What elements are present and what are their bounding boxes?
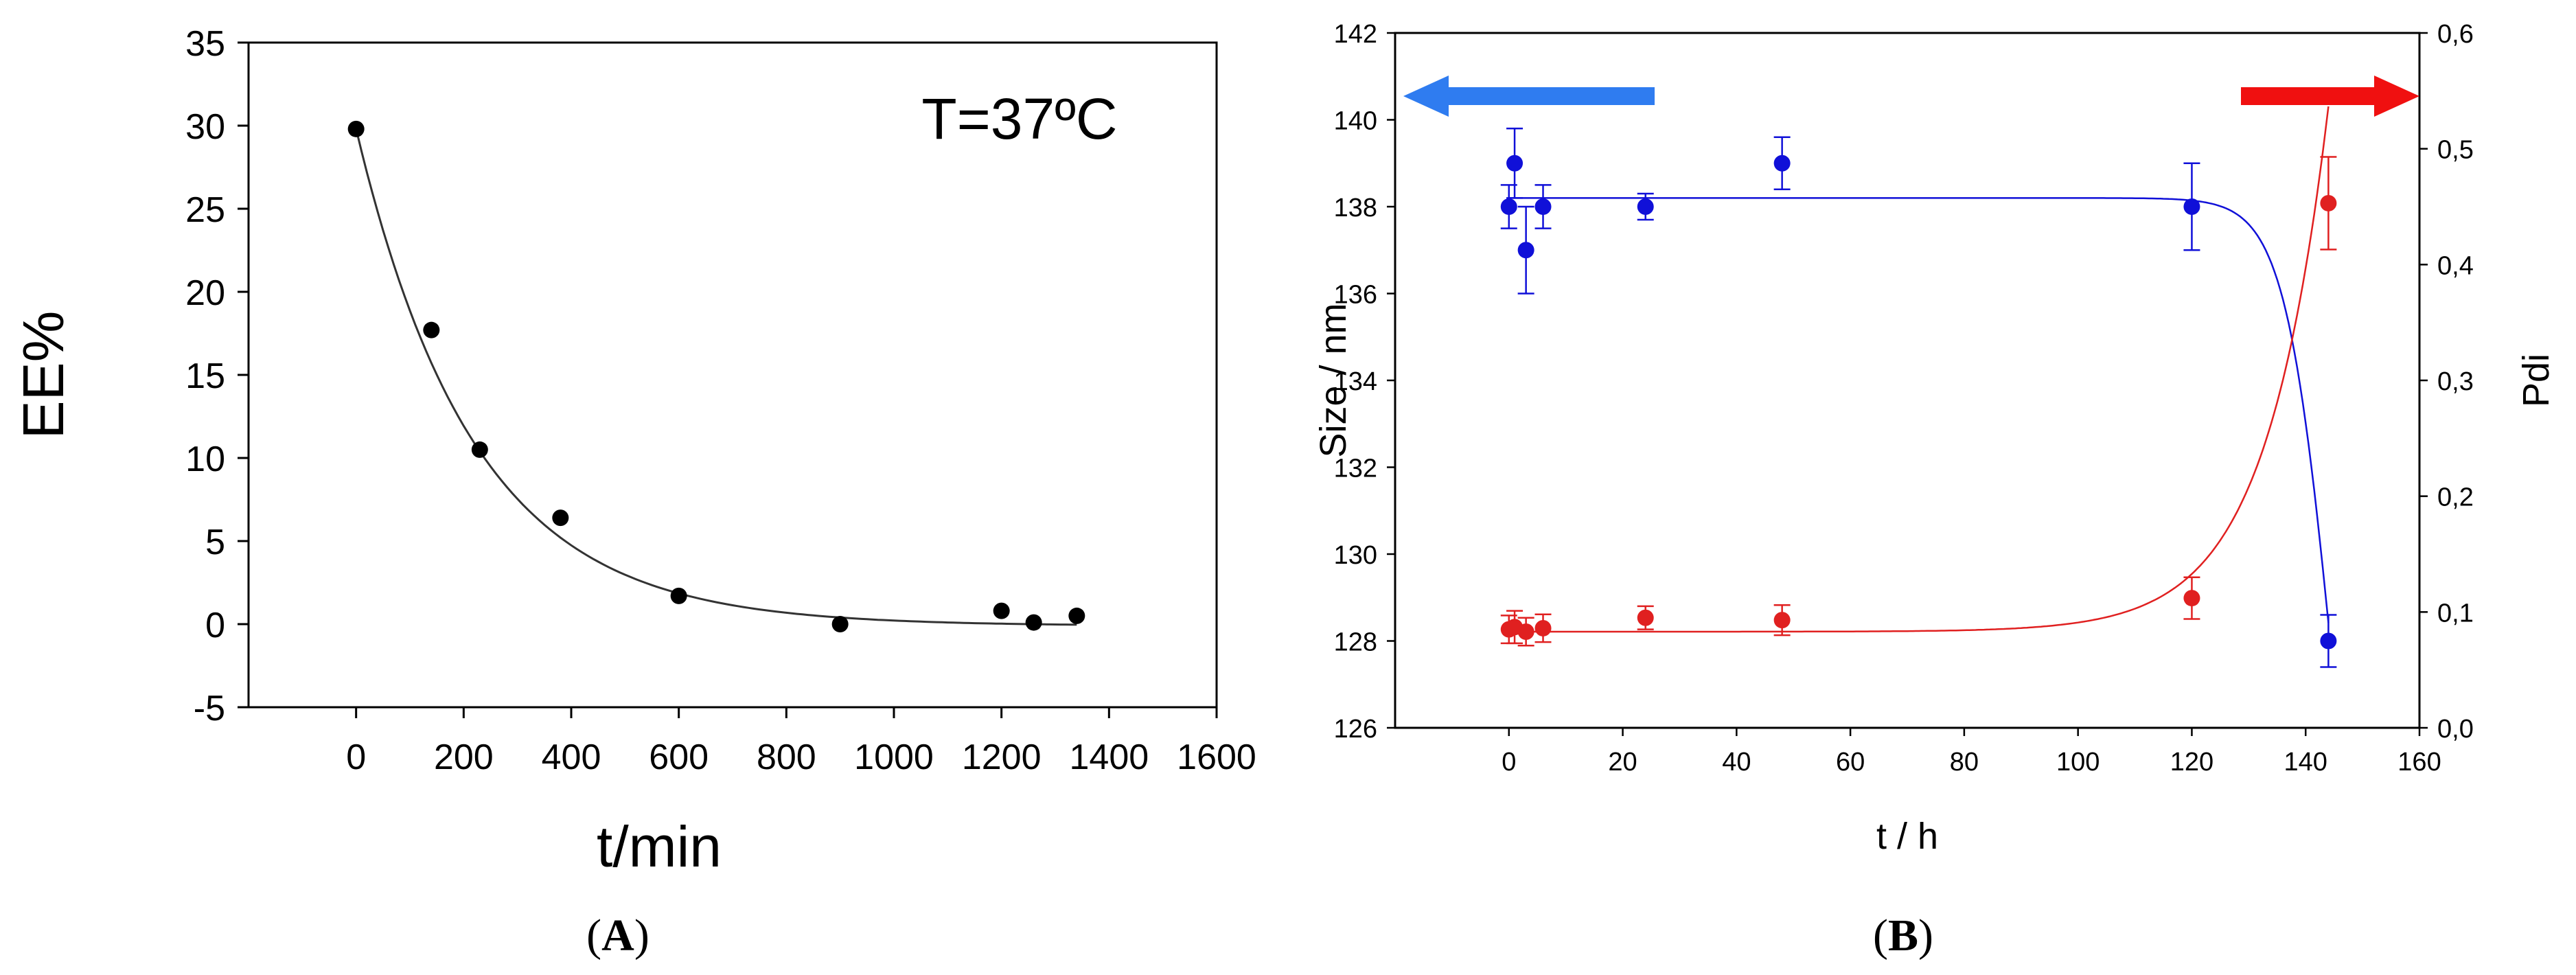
chart-b-left-y-tick-label: 134 <box>1334 367 1377 396</box>
chart-a-plot-frame <box>247 41 1218 709</box>
chart-a-y-tick-label: 10 <box>185 439 225 479</box>
chart-a-y-tick-label: -5 <box>194 689 225 729</box>
chart-b-left-y-axis: 126 128 130 132 134 136 138 140 142 <box>1334 20 1395 744</box>
chart-b-x-tick-label: 120 <box>2170 748 2213 777</box>
chart-a-annotation: T=37ºC <box>921 87 1117 151</box>
chart-b-left-y-tick-label: 142 <box>1334 20 1377 49</box>
chart-b-left-y-tick-label: 130 <box>1334 541 1377 570</box>
chart-a-points <box>347 120 1085 632</box>
chart-a-y-axis: -5 0 5 10 15 20 25 30 35 <box>185 24 249 729</box>
chart-a-y-tick-label: 25 <box>185 190 225 230</box>
chart-b-right-y-tick-label: 0,3 <box>2437 367 2474 396</box>
chart-b-x-tick-label: 100 <box>2056 748 2100 777</box>
chart-b-x-tick-label: 140 <box>2284 748 2327 777</box>
chart-b-left-y-axis-title: Size / nm <box>1313 303 1354 457</box>
chart-b-x-tick-label: 40 <box>1722 748 1751 777</box>
chart-b-left-y-tick-label: 132 <box>1334 455 1377 483</box>
chart-b-point <box>1517 242 1534 259</box>
chart-b-point <box>1773 154 1791 172</box>
chart-a-y-tick-label: 30 <box>185 107 225 147</box>
chart-b-right-y-tick-label: 0,0 <box>2437 715 2474 744</box>
chart-a-point <box>1068 607 1085 624</box>
chart-a-x-tick-label: 1400 <box>1069 737 1149 777</box>
chart-b-point <box>1517 623 1534 641</box>
chart-b-arrow-left-icon <box>1403 76 1655 117</box>
chart-a-point <box>993 602 1010 619</box>
chart-a-x-axis: 0 200 400 600 800 1000 1200 1400 1600 <box>346 707 1256 777</box>
panel-b-label: (B) <box>1873 910 1933 961</box>
chart-b-right-y-axis: 0,0 0,1 0,2 0,3 0,4 0,5 0,6 <box>2419 20 2474 744</box>
chart-b-point <box>1637 198 1654 215</box>
chart-b-arrow-right-icon <box>2241 76 2419 117</box>
chart-a-x-tick-label: 200 <box>434 737 494 777</box>
chart-b-x-tick-label: 0 <box>1502 748 1516 777</box>
chart-b-left-y-tick-label: 128 <box>1334 628 1377 657</box>
chart-a-y-tick-label: 0 <box>205 606 225 645</box>
chart-a-x-tick-label: 1200 <box>962 737 1042 777</box>
chart-a-y-tick-label: 35 <box>185 24 225 64</box>
chart-a-x-tick-label: 1600 <box>1177 737 1256 777</box>
chart-b-x-tick-label: 80 <box>1950 748 1979 777</box>
chart-b-right-y-tick-label: 0,4 <box>2437 251 2474 280</box>
chart-a-x-tick-label: 1000 <box>854 737 934 777</box>
chart-b-right-y-axis-title: Pdi <box>2516 354 2557 407</box>
chart-b-x-axis-title: t / h <box>1876 816 1938 857</box>
panel-a-label: (A) <box>586 910 649 961</box>
chart-b-point <box>2183 198 2200 215</box>
chart-b-point <box>1637 609 1654 626</box>
chart-b-left-y-tick-label: 126 <box>1334 715 1377 744</box>
chart-a-point <box>831 616 849 632</box>
chart-b-point <box>1773 612 1791 629</box>
chart-b-right-y-tick-label: 0,5 <box>2437 136 2474 165</box>
chart-b-left-y-tick-label: 138 <box>1334 194 1377 222</box>
chart-b-point <box>1506 154 1523 172</box>
chart-a-x-axis-title: t/min <box>597 814 722 879</box>
chart-a-x-tick-label: 0 <box>346 737 366 777</box>
chart-a-point <box>423 321 440 339</box>
chart-b-left-y-tick-label: 136 <box>1334 281 1377 310</box>
chart-b-point <box>1534 619 1552 636</box>
chart-a-point <box>1025 614 1042 631</box>
chart-a-x-tick-label: 600 <box>649 737 709 777</box>
chart-a-y-tick-label: 15 <box>185 356 225 396</box>
chart-a-y-axis-title: EE% <box>11 311 76 439</box>
chart-a-y-tick-label: 20 <box>185 273 225 313</box>
chart-a-point <box>552 509 569 527</box>
chart-b-fit-curve-1 <box>1508 106 2330 633</box>
chart-b-x-tick-label: 160 <box>2397 748 2441 777</box>
chart-b-series <box>1500 106 2337 668</box>
chart-b-point <box>2320 194 2337 211</box>
chart-a-point <box>347 120 365 137</box>
chart-b-point <box>1534 198 1552 215</box>
chart-b-point <box>2320 632 2337 650</box>
chart-b-arrows <box>1403 76 2419 117</box>
chart-a-y-tick-label: 5 <box>205 523 225 562</box>
chart-b-x-axis: 0 20 40 60 80 100 120 140 160 <box>1502 728 2441 777</box>
chart-b-right-y-tick-label: 0,6 <box>2437 20 2474 49</box>
chart-b-right-y-tick-label: 0,2 <box>2437 483 2474 512</box>
chart-b-point <box>1500 198 1517 215</box>
chart-a-x-tick-label: 400 <box>542 737 601 777</box>
chart-b-x-tick-label: 60 <box>1836 748 1865 777</box>
chart-b-right-y-tick-label: 0,1 <box>2437 599 2474 628</box>
chart-b: 0 20 40 60 80 100 120 140 160 126 128 130 132 134 136… <box>1313 20 2557 857</box>
chart-a-point <box>471 441 488 458</box>
chart-b-left-y-tick-label: 140 <box>1334 107 1377 136</box>
chart-b-point <box>2183 590 2200 607</box>
chart-a-point <box>670 587 687 604</box>
chart-a-x-tick-label: 800 <box>757 737 816 777</box>
chart-a: 0 200 400 600 800 1000 1200 1400 1600 -5 0 5 10 15 20… <box>11 24 1256 879</box>
chart-b-x-tick-label: 20 <box>1608 748 1637 777</box>
chart-b-plot-frame <box>1394 32 2421 729</box>
